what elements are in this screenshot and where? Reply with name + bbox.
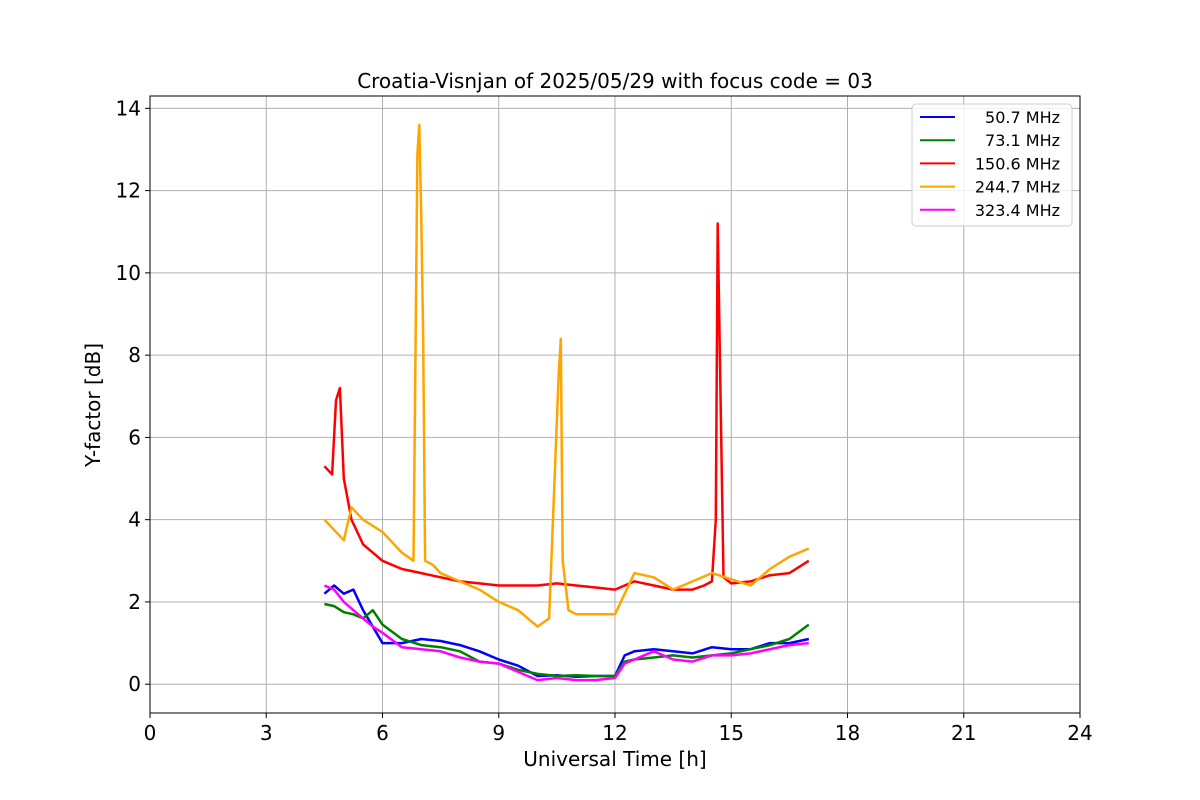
legend-label: 244.7 MHz [975,178,1060,197]
series-line-2 [323,222,810,591]
y-tick-label: 12 [116,179,141,203]
x-axis-ticks: 0 3 6 9 12 15 18 21 24 [144,713,1093,745]
y-tick-label: 10 [116,261,141,285]
x-tick-label: 3 [260,721,273,745]
series-line-1 [324,602,810,678]
x-tick-label: 12 [602,721,627,745]
y-tick-label: 14 [116,96,141,120]
legend: 50.7 MHz 73.1 MHz 150.6 MHz 244.7 MHz 323.4 … [911,103,1073,227]
y-tick-label: 0 [128,672,141,696]
x-tick-label: 15 [719,721,744,745]
x-tick-label: 24 [1067,721,1092,745]
legend-label: 150.6 MHz [975,154,1060,173]
chart-title: Croatia-Visnjan of 2025/05/29 with focus… [357,69,873,93]
y-tick-label: 2 [128,590,141,614]
y-tick-label: 4 [128,508,141,532]
x-tick-label: 6 [376,721,389,745]
legend-box [911,103,1073,227]
legend-label: 50.7 MHz [985,108,1060,127]
series-line-4 [323,584,809,682]
x-tick-label: 21 [951,721,976,745]
grid-lines [149,96,1081,713]
y-tick-label: 8 [128,343,141,367]
x-tick-label: 9 [492,721,505,745]
y-axis-label: Y-factor [dB] [81,343,105,468]
y-axis-ticks: 0 2 4 6 8 10 12 14 [116,96,150,696]
x-axis-label: Universal Time [h] [523,747,706,771]
x-tick-label: 18 [835,721,860,745]
legend-label: 323.4 MHz [975,201,1060,220]
y-tick-label: 6 [128,425,141,449]
series-line-3 [323,123,810,628]
x-tick-label: 0 [144,721,157,745]
series-group [323,123,810,682]
legend-label: 73.1 MHz [985,131,1060,150]
